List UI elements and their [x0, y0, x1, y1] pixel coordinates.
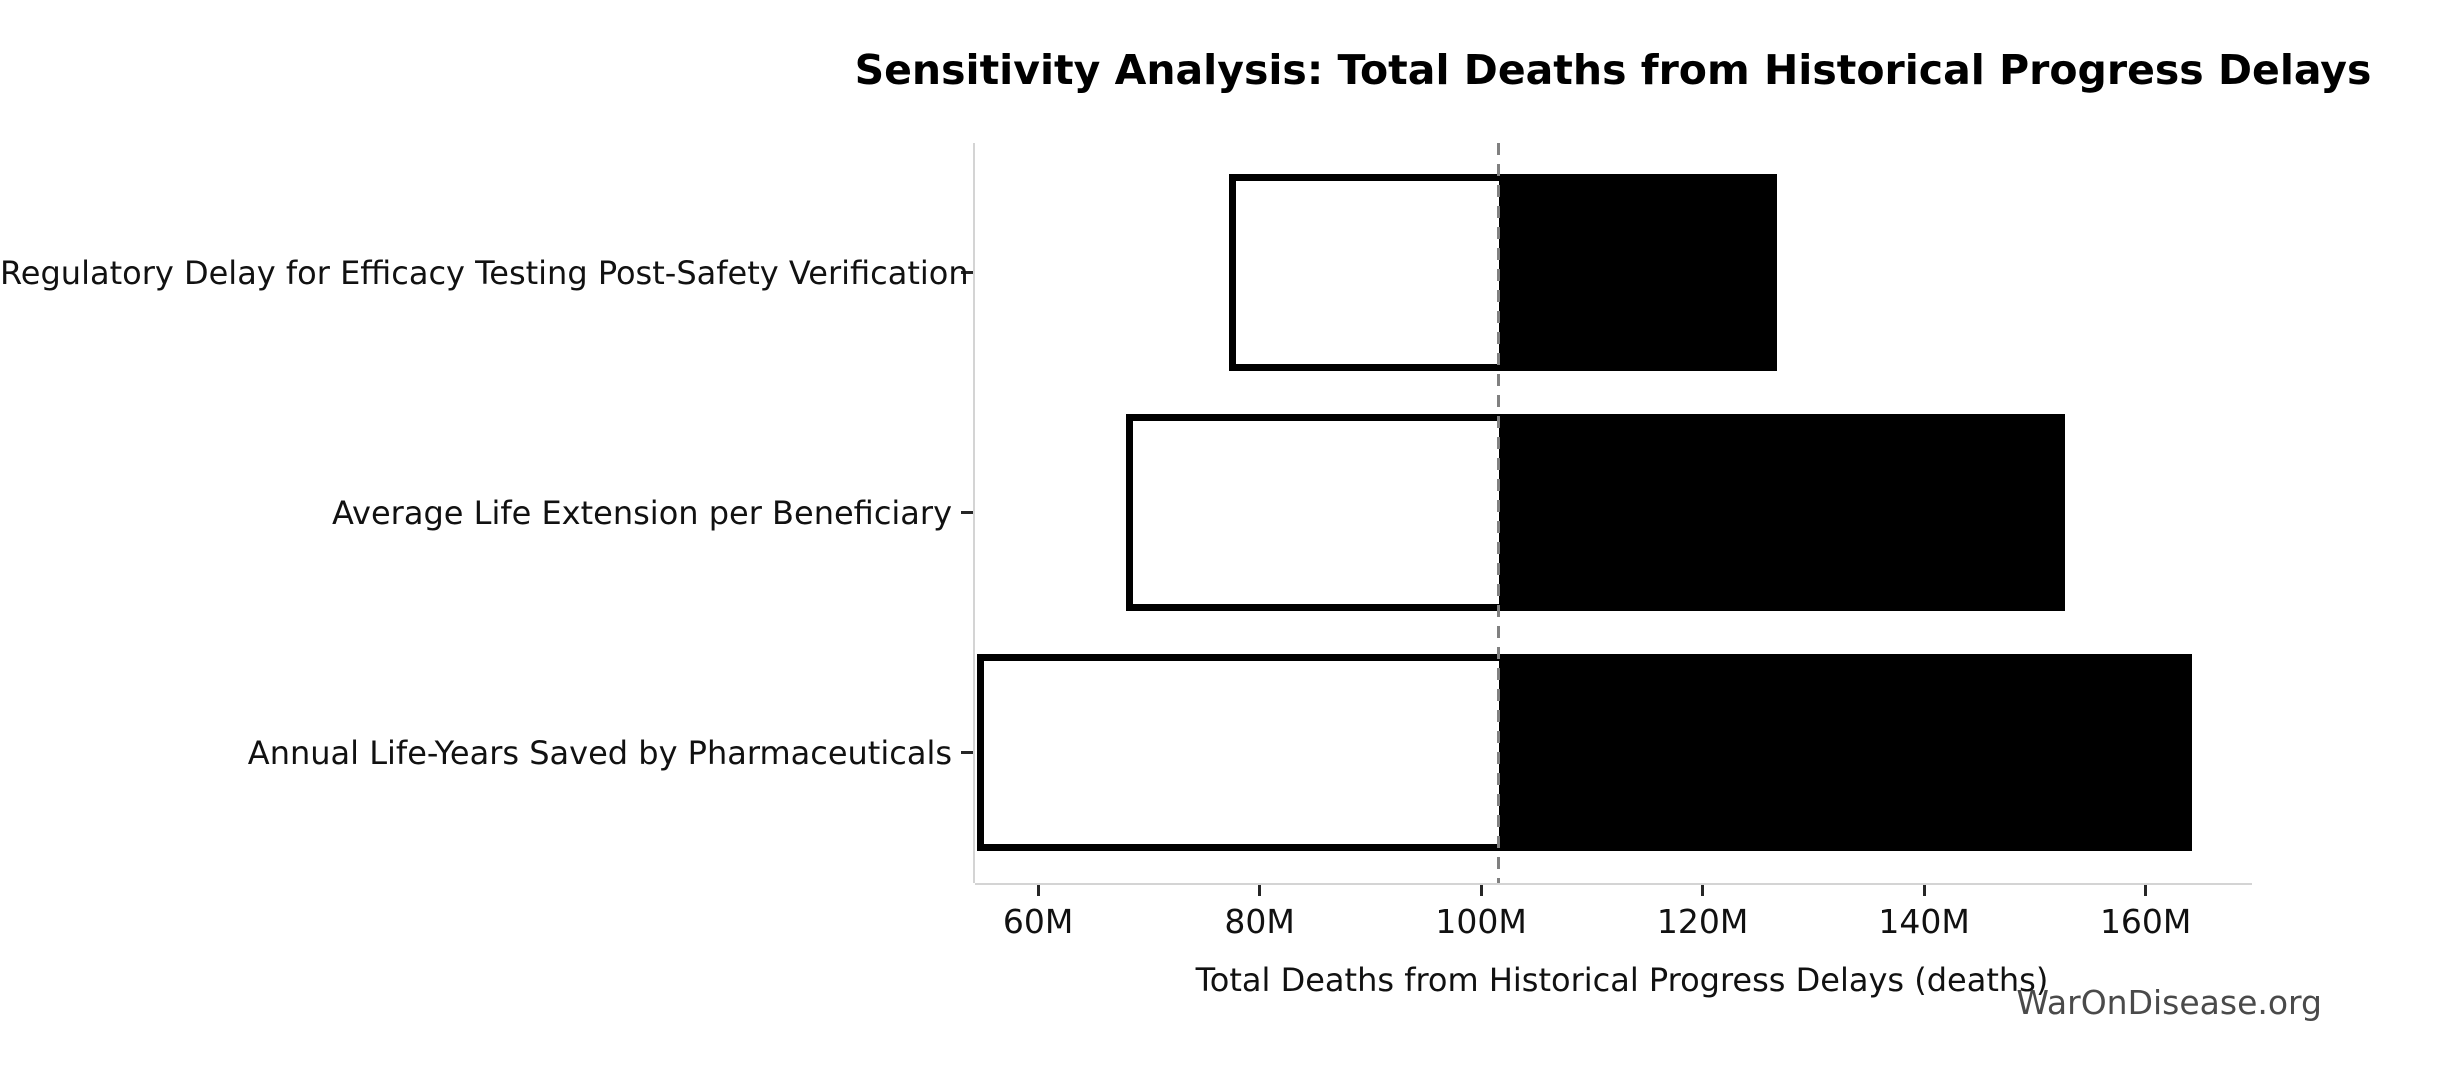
category-label: Average Life Extension per Beneficiary	[332, 493, 952, 532]
y-axis-spine	[973, 143, 975, 883]
x-tick-label: 160M	[2099, 902, 2192, 941]
tornado-bar-high-segment	[1498, 181, 1770, 364]
watermark-text: WarOnDisease.org	[2016, 983, 2322, 1022]
tornado-bar	[1228, 174, 1777, 371]
x-tick-mark	[1479, 885, 1483, 896]
x-tick-mark	[1701, 885, 1705, 896]
x-axis-spine	[975, 883, 2252, 885]
category-label: Annual Life-Years Saved by Pharmaceutica…	[247, 733, 952, 772]
tornado-bar	[977, 654, 2193, 851]
tornado-bar	[1125, 414, 2065, 611]
y-tick-mark	[961, 751, 973, 754]
y-tick-mark	[961, 511, 973, 514]
x-tick-label: 140M	[1878, 902, 1970, 941]
x-tick-mark	[1258, 885, 1262, 896]
x-tick-label: 80M	[1224, 902, 1295, 941]
y-tick-mark	[961, 271, 973, 274]
chart-title: Sensitivity Analysis: Total Deaths from …	[854, 46, 2372, 94]
tornado-bar-high-segment	[1498, 661, 2186, 844]
x-axis-label: Total Deaths from Historical Progress De…	[1195, 961, 2049, 999]
baseline-dashed-line	[1497, 143, 1501, 883]
x-tick-mark	[2144, 885, 2148, 896]
x-tick-mark	[1922, 885, 1926, 896]
tornado-bar-high-segment	[1498, 421, 2058, 604]
x-tick-label: 60M	[1002, 902, 1074, 941]
x-tick-mark	[1036, 885, 1040, 896]
x-tick-label: 120M	[1656, 902, 1749, 941]
category-label: Regulatory Delay for Efficacy Testing Po…	[0, 253, 969, 292]
x-tick-label: 100M	[1435, 902, 1527, 941]
